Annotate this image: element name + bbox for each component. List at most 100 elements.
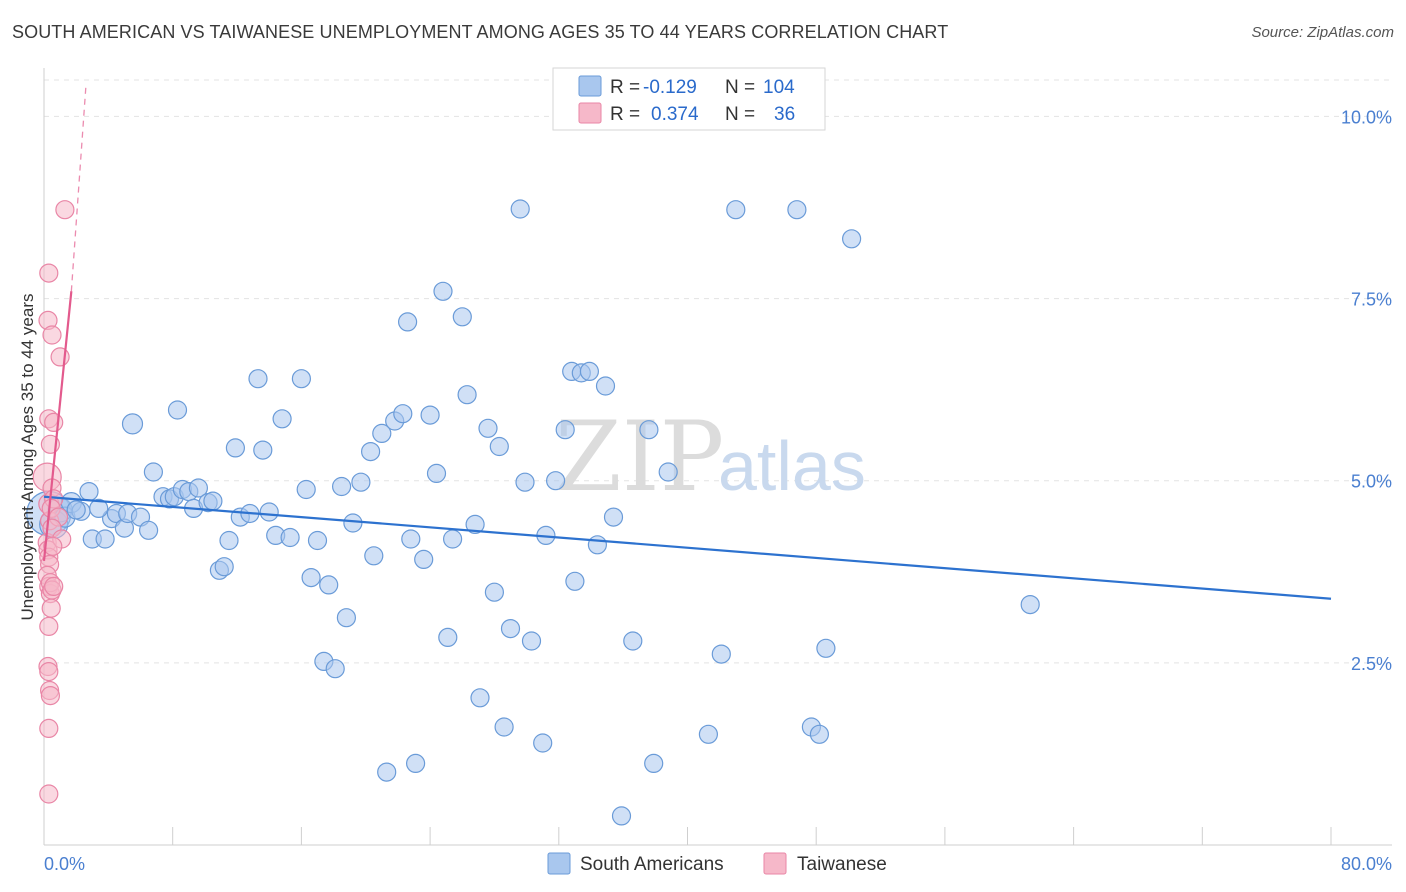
data-point-south-americans [393,404,413,424]
data-point-south-americans [361,442,381,462]
legend-bottom-label-taiwanese: Taiwanese [797,854,887,875]
data-point-south-americans [658,462,678,482]
x-tick-label-max: 80.0% [1341,854,1392,874]
data-point-taiwanese [41,598,61,618]
axes [43,68,1392,846]
legend-r-label-blue: R = [610,77,640,98]
data-point-south-americans [139,520,159,540]
data-point-taiwanese [44,576,64,597]
x-tick-labels: 0.0% 80.0% [44,854,1392,874]
data-point-taiwanese [43,536,63,556]
data-point-south-americans [325,659,345,679]
data-point-south-americans [1020,594,1040,615]
data-point-south-americans [248,369,268,389]
data-point-south-americans [280,527,300,548]
legend-r-label-pink: R = [610,104,640,125]
legend-top: R = -0.129 N = 104 R = 0.374 N = 36 [552,67,826,131]
data-point-south-americans [726,200,746,220]
data-point-south-americans [579,361,600,381]
data-point-south-americans [816,638,836,658]
data-point-south-americans [420,405,440,425]
legend-bottom-label-south-americans: South Americans [580,854,724,875]
data-point-taiwanese [39,616,59,637]
chart-title: SOUTH AMERICAN VS TAIWANESE UNEMPLOYMENT… [12,22,949,42]
trend-line-taiwanese [42,291,73,561]
data-point-south-americans [372,423,392,443]
data-point-south-americans [319,575,339,595]
chart-source: Source: ZipAtlas.com [1251,24,1394,41]
watermark-atlas: atlas [718,427,866,505]
data-point-south-americans [787,200,807,220]
data-point-south-americans [121,413,144,435]
legend-bottom-swatch-south-americans [547,852,571,875]
data-point-taiwanese [39,263,59,283]
data-point-south-americans [95,529,115,549]
data-point-south-americans [364,546,384,566]
data-point-south-americans [259,502,279,522]
data-point-south-americans [478,418,498,438]
data-point-taiwanese [39,718,59,739]
y-tick-label: 10.0% [1341,107,1392,127]
data-point-south-americans [457,385,477,405]
legend-n-label-blue: N = [725,77,755,98]
data-point-taiwanese [39,784,59,804]
data-point-south-americans [711,644,731,664]
trend-line-taiwanese-extension [70,87,87,292]
trend-lines [42,87,1332,600]
data-point-south-americans [343,513,363,533]
data-point-south-americans [565,571,585,591]
data-point-south-americans [465,514,485,535]
data-point-south-americans [401,529,421,549]
data-point-south-americans [188,478,208,498]
data-point-south-americans [272,409,292,429]
y-tick-label: 2.5% [1351,654,1392,674]
x-tick-label-min: 0.0% [44,854,85,874]
data-point-south-americans [438,627,458,648]
data-point-south-americans [79,482,99,502]
data-point-south-americans [452,307,472,327]
data-point-south-americans [587,535,608,555]
data-point-south-americans [500,618,521,639]
legend-bottom-swatch-taiwanese [763,852,787,875]
y-axis-title: Unemployment Among Ages 35 to 44 years [18,294,37,621]
legend-swatch-pink [578,102,602,124]
data-point-south-americans [225,438,245,458]
data-point-south-americans [426,463,447,483]
y-tick-label: 5.0% [1351,472,1392,492]
data-point-south-americans [296,479,316,500]
legend-bottom: South Americans Taiwanese [547,852,887,875]
data-point-south-americans [595,376,616,396]
data-point-south-americans [639,420,659,440]
data-point-south-americans [470,688,490,708]
data-point-south-americans [351,472,371,492]
legend-swatch-blue [578,75,602,97]
data-point-south-americans [545,471,566,491]
data-point-south-americans [307,530,328,551]
data-point-south-americans [443,529,463,549]
data-point-taiwanese [40,685,61,706]
data-point-south-americans [841,229,862,249]
data-point-south-americans [510,199,530,219]
data-point-south-americans [644,753,664,774]
data-point-south-americans [214,557,234,577]
y-tick-labels: 2.5% 5.0% 7.5% 10.0% [1341,107,1392,673]
legend-n-value-pink: 36 [774,104,795,125]
data-point-south-americans [219,530,239,551]
data-point-south-americans [809,724,830,744]
data-point-south-americans [603,507,624,527]
data-point-south-americans [291,369,311,389]
data-point-south-americans [398,312,418,332]
data-point-south-americans [167,400,188,420]
data-point-south-americans [698,724,719,744]
data-point-taiwanese [39,661,59,682]
legend-n-label-pink: N = [725,104,755,125]
data-point-south-americans [521,631,542,651]
watermark-zip: ZIP [555,401,724,513]
data-point-south-americans [623,631,643,651]
y-tick-label: 7.5% [1351,290,1392,310]
data-point-south-americans [489,436,509,457]
data-point-south-americans [515,472,535,492]
grid-lines [44,79,1392,664]
data-point-south-americans [433,281,453,301]
data-point-south-americans [611,806,632,826]
